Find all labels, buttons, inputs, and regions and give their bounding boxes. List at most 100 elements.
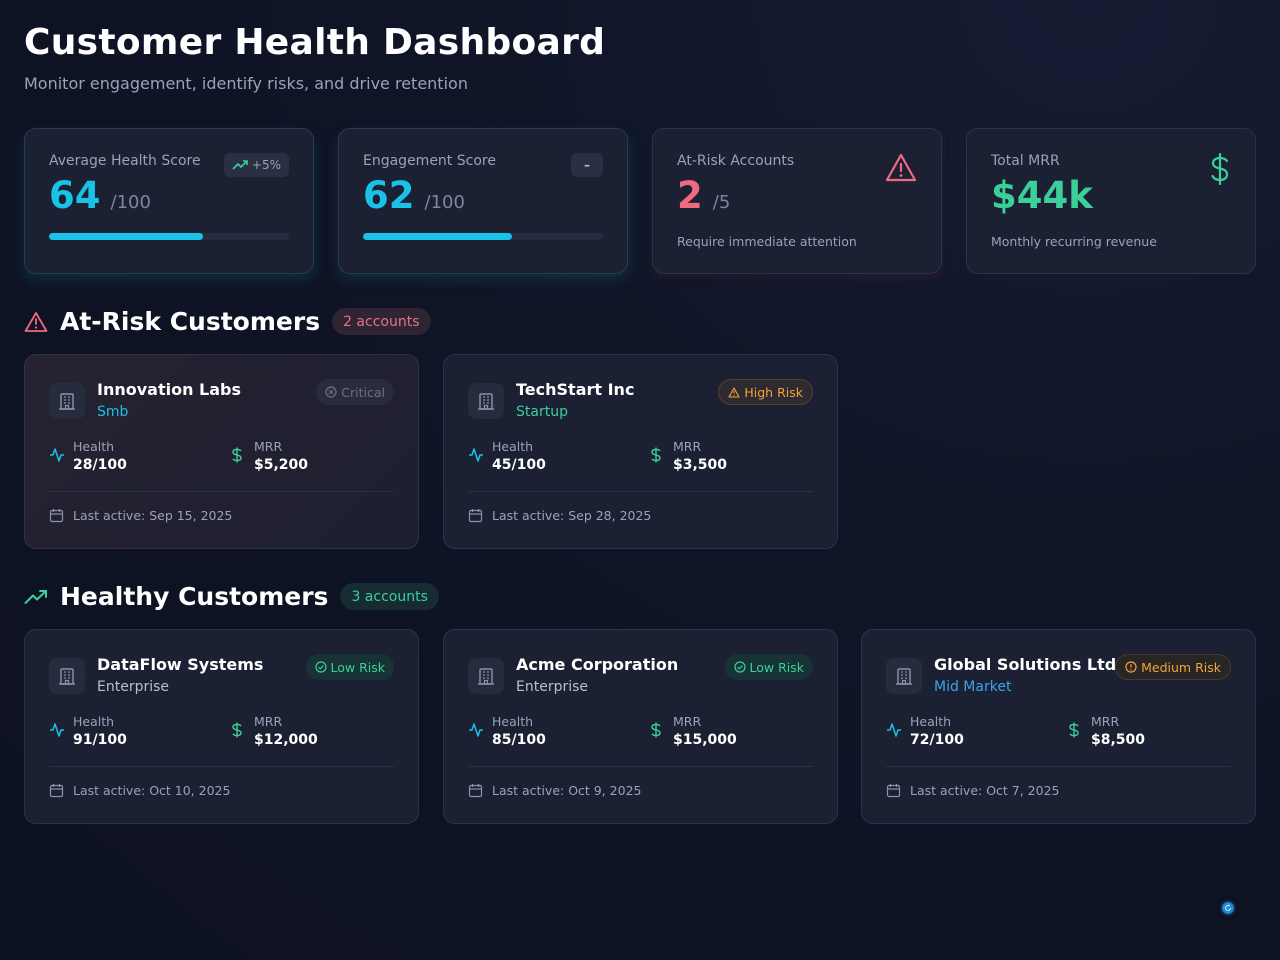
- customer-name: Acme Corporation: [516, 655, 679, 674]
- health-value: 45/100: [492, 457, 546, 473]
- health-label: Health: [910, 714, 952, 729]
- last-active-text: Last active: Oct 9, 2025: [492, 783, 642, 798]
- risk-badge: Low Risk: [305, 654, 394, 680]
- mrr-label: MRR: [673, 439, 702, 454]
- calendar-icon: [886, 784, 901, 798]
- health-label: Health: [73, 439, 115, 454]
- mrr-value: $15,000: [673, 732, 737, 748]
- stat-label: Engagement Score: [363, 153, 496, 169]
- engagement-progress-fill: [363, 233, 512, 240]
- trend-chip: –: [571, 153, 603, 177]
- customer-card-global-solutions-ltd[interactable]: Global Solutions Ltd Mid Market Medium R…: [861, 629, 1256, 824]
- stat-label: Total MRR: [991, 153, 1060, 169]
- dollar-icon: [651, 447, 661, 463]
- mrr-label: MRR: [254, 714, 283, 729]
- stat-value: $44k: [991, 174, 1093, 217]
- dollar-icon: [232, 447, 242, 463]
- stat-card-engagement: Engagement Score – 62 /100: [338, 128, 628, 274]
- section-title: At-Risk Customers: [60, 307, 321, 336]
- activity-icon: [469, 723, 483, 737]
- dollar-icon: [1069, 722, 1079, 738]
- health-label: Health: [492, 439, 534, 454]
- customer-card-acme-corporation[interactable]: Acme Corporation Enterprise Low Risk Hea…: [443, 629, 838, 824]
- calendar-icon: [468, 784, 483, 798]
- customer-card-dataflow-systems[interactable]: DataFlow Systems Enterprise Low Risk Hea…: [24, 629, 419, 824]
- divider: [886, 766, 1231, 767]
- last-active-text: Last active: Oct 7, 2025: [910, 783, 1060, 798]
- health-value: 28/100: [73, 457, 127, 473]
- mrr-value: $8,500: [1091, 732, 1146, 748]
- health-value: 72/100: [910, 732, 964, 748]
- at-risk-section-header: At-Risk Customers 2 accounts: [24, 307, 431, 336]
- engagement-progress-bar: [363, 233, 603, 240]
- customer-card-techstart-inc[interactable]: TechStart Inc Startup High Risk Health 4…: [443, 354, 838, 549]
- health-label: Health: [73, 714, 115, 729]
- assistant-launcher-button[interactable]: [1220, 900, 1236, 916]
- page-title: Customer Health Dashboard: [24, 22, 606, 63]
- alert-triangle-icon: [885, 153, 917, 182]
- customer-name: TechStart Inc: [516, 380, 635, 399]
- risk-badge-label: Critical: [341, 384, 385, 400]
- stat-label: Average Health Score: [49, 153, 201, 169]
- health-label: Health: [492, 714, 534, 729]
- stat-card-average-health: Average Health Score +5% 64 /100: [24, 128, 314, 274]
- stat-value: 64: [49, 174, 101, 217]
- alert-triangle-icon: [728, 386, 740, 398]
- risk-badge-label: Medium Risk: [1141, 659, 1221, 675]
- risk-badge-label: Low Risk: [749, 659, 805, 675]
- building-icon: [886, 658, 922, 694]
- risk-badge: High Risk: [718, 379, 813, 405]
- customer-name: DataFlow Systems: [97, 655, 264, 674]
- activity-icon: [887, 723, 901, 737]
- account-count-badge: 3 accounts: [340, 583, 439, 610]
- customer-segment: Enterprise: [516, 679, 589, 695]
- stat-note: Require immediate attention: [677, 234, 857, 249]
- calendar-icon: [49, 509, 64, 523]
- building-icon: [49, 658, 85, 694]
- mrr-label: MRR: [673, 714, 702, 729]
- trend-chip: +5%: [223, 153, 289, 177]
- health-value: 85/100: [492, 732, 546, 748]
- stat-unit: /100: [424, 192, 465, 213]
- customer-card-innovation-labs[interactable]: Innovation Labs Smb Critical Health 28/1…: [24, 354, 419, 549]
- check-circle-icon: [314, 661, 327, 673]
- mrr-label: MRR: [1091, 714, 1120, 729]
- last-active-text: Last active: Sep 15, 2025: [73, 508, 233, 523]
- trend-flat-icon: –: [584, 158, 590, 172]
- check-circle-icon: [733, 661, 746, 673]
- health-progress-bar: [49, 233, 289, 240]
- calendar-icon: [49, 784, 64, 798]
- customer-name: Innovation Labs: [97, 380, 242, 399]
- divider: [468, 766, 813, 767]
- customer-segment: Enterprise: [97, 679, 170, 695]
- stat-card-total-mrr: Total MRR $44k Monthly recurring revenue: [966, 128, 1256, 274]
- section-title: Healthy Customers: [60, 582, 329, 611]
- dollar-icon: [232, 722, 242, 738]
- page-subtitle: Monitor engagement, identify risks, and …: [24, 74, 468, 93]
- mrr-value: $5,200: [254, 457, 309, 473]
- dollar-icon: [651, 722, 661, 738]
- trend-value: +5%: [251, 158, 281, 172]
- divider: [49, 491, 394, 492]
- x-circle-icon: [325, 386, 337, 398]
- trending-up-icon: [232, 160, 248, 170]
- last-active-text: Last active: Oct 10, 2025: [73, 783, 231, 798]
- alert-triangle-icon: [24, 311, 48, 332]
- customer-segment: Smb: [97, 404, 129, 420]
- risk-badge-label: Low Risk: [330, 659, 386, 675]
- refresh-icon: [1225, 904, 1231, 911]
- mrr-value: $12,000: [254, 732, 318, 748]
- customer-segment: Mid Market: [934, 679, 1012, 695]
- health-value: 91/100: [73, 732, 127, 748]
- healthy-section-header: Healthy Customers 3 accounts: [24, 582, 439, 611]
- divider: [49, 766, 394, 767]
- activity-icon: [50, 723, 64, 737]
- customer-name: Global Solutions Ltd: [934, 655, 1117, 674]
- stat-value: 62: [363, 174, 415, 217]
- account-count-badge: 2 accounts: [332, 308, 431, 335]
- stat-unit: /100: [110, 192, 151, 213]
- stat-card-at-risk: At-Risk Accounts 2 /5 Require immediate …: [652, 128, 942, 274]
- mrr-label: MRR: [254, 439, 283, 454]
- calendar-icon: [468, 509, 483, 523]
- dollar-icon: [1211, 153, 1229, 185]
